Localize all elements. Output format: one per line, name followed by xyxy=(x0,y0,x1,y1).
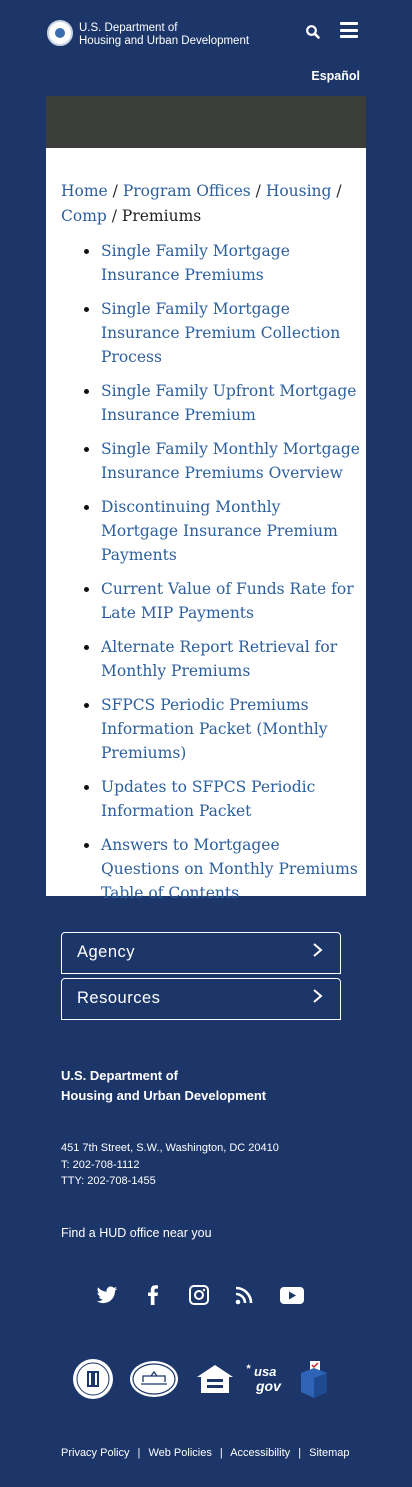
chevron-right-icon xyxy=(313,943,323,957)
youtube-icon[interactable] xyxy=(279,1284,305,1306)
web-policies-link[interactable]: Web Policies xyxy=(148,1447,212,1459)
rss-icon[interactable] xyxy=(233,1284,257,1306)
menu-icon[interactable] xyxy=(340,22,358,38)
language-link[interactable]: Español xyxy=(311,69,360,83)
footer-links: Privacy Policy | Web Policies | Accessib… xyxy=(61,1447,349,1459)
agency-name-line2: Housing and Urban Development xyxy=(79,35,250,47)
breadcrumb-program-offices[interactable]: Program Offices xyxy=(122,182,251,200)
breadcrumb-current: Premiums xyxy=(121,207,202,225)
find-office-link[interactable]: Find a HUD office near you xyxy=(61,1226,212,1240)
footer-agency-line2: Housing and Urban Development xyxy=(61,1088,267,1103)
privacy-policy-link[interactable]: Privacy Policy xyxy=(61,1447,130,1459)
footer-separator: | xyxy=(298,1447,302,1459)
resources-accordion[interactable]: Resources xyxy=(61,978,341,1020)
agency-accordion[interactable]: Agency xyxy=(61,932,341,974)
tty-number[interactable]: TTY: 202-708-1455 xyxy=(61,1175,156,1187)
equal-housing-logo[interactable] xyxy=(196,1364,234,1394)
agency-name-line1: U.S. Department of xyxy=(79,22,178,34)
list-item-link[interactable]: Single Family Monthly Mortgage Insurance… xyxy=(61,437,361,485)
vote-logo[interactable] xyxy=(298,1359,330,1399)
footer-separator: | xyxy=(137,1447,141,1459)
white-house-logo[interactable] xyxy=(129,1360,179,1398)
twitter-icon[interactable] xyxy=(95,1284,119,1306)
facebook-icon[interactable] xyxy=(141,1284,165,1306)
footer-address: 451 7th Street, S.W., Washington, DC 204… xyxy=(61,1140,279,1190)
list-item-link[interactable]: Updates to SFPCS Periodic Information Pa… xyxy=(61,775,361,823)
footer-agency-line1: U.S. Department of xyxy=(61,1068,179,1083)
breadcrumb-separator: / xyxy=(255,182,261,200)
list-item-link[interactable]: Single Family Upfront Mortgage Insurance… xyxy=(61,379,361,427)
hud-seal-icon[interactable] xyxy=(47,20,73,46)
street-address: 451 7th Street, S.W., Washington, DC 204… xyxy=(61,1142,279,1154)
search-icon[interactable] xyxy=(305,24,321,40)
breadcrumb-home[interactable]: Home xyxy=(61,182,108,200)
site-header: U.S. Department of Housing and Urban Dev… xyxy=(0,0,412,96)
usagov-logo-text-usa: usa xyxy=(254,1364,276,1379)
resources-accordion-label: Resources xyxy=(77,989,161,1007)
breadcrumb-separator: / xyxy=(112,182,118,200)
breadcrumb-separator: / xyxy=(111,207,117,225)
breadcrumb: Home / Program Offices / Housing / Comp … xyxy=(61,179,351,229)
hud-seal-logo[interactable] xyxy=(72,1358,114,1400)
list-item-link[interactable]: Alternate Report Retrieval for Monthly P… xyxy=(61,635,361,683)
list-item-link[interactable]: Current Value of Funds Rate for Late MIP… xyxy=(61,577,361,625)
list-item-link[interactable]: SFPCS Periodic Premiums Information Pack… xyxy=(61,693,361,765)
list-item-link[interactable]: Single Family Mortgage Insurance Premium… xyxy=(61,297,361,369)
footer-separator: | xyxy=(219,1447,223,1459)
footer-agency-name: U.S. Department of Housing and Urban Dev… xyxy=(61,1066,266,1106)
accessibility-link[interactable]: Accessibility xyxy=(230,1447,291,1459)
sitemap-link[interactable]: Sitemap xyxy=(309,1447,350,1459)
agency-name[interactable]: U.S. Department of Housing and Urban Dev… xyxy=(79,22,249,48)
list-item-link[interactable]: Single Family Mortgage Insurance Premium… xyxy=(61,239,361,287)
breadcrumb-housing[interactable]: Housing xyxy=(265,182,332,200)
list-item-link[interactable]: Discontinuing Monthly Mortgage Insurance… xyxy=(61,495,361,567)
svg-text:*: * xyxy=(246,1363,251,1375)
usagov-logo[interactable]: * usa gov xyxy=(246,1362,286,1396)
breadcrumb-separator: / xyxy=(336,182,342,200)
instagram-icon[interactable] xyxy=(187,1284,211,1306)
breadcrumb-comp[interactable]: Comp xyxy=(61,207,107,225)
premium-links-list: Single Family Mortgage Insurance Premium… xyxy=(61,239,361,915)
phone-number[interactable]: T: 202-708-1112 xyxy=(61,1158,140,1171)
list-item-link[interactable]: Answers to Mortgagee Questions on Monthl… xyxy=(61,833,361,905)
usagov-logo-text-gov: gov xyxy=(255,1378,282,1394)
main-content: Home / Program Offices / Housing / Comp … xyxy=(46,148,366,902)
chevron-right-icon xyxy=(313,989,323,1003)
agency-accordion-label: Agency xyxy=(77,943,136,961)
page-banner xyxy=(46,96,366,148)
